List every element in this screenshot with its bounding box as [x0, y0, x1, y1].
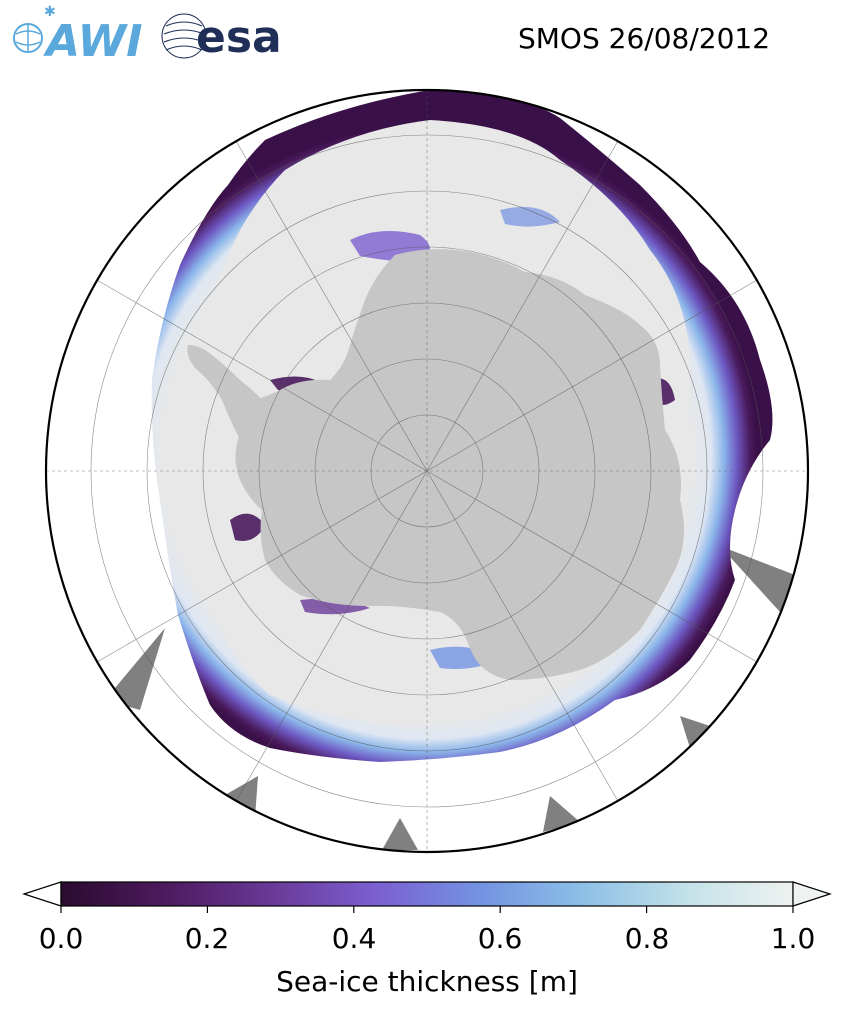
awi-logo-text: AWI [43, 16, 143, 67]
map-title: SMOS 26/08/2012 [518, 22, 771, 55]
antarctic-peninsula [187, 345, 262, 440]
esa-logo: esa [161, 12, 282, 63]
colorbar-extend-high [792, 881, 832, 907]
thin-ice-patch [500, 206, 560, 227]
colorbar-extend-low [22, 881, 62, 907]
antarctica-land [235, 249, 684, 680]
colorbar-tick-label: 0.8 [624, 922, 670, 955]
colorbar-tick-label: 1.0 [770, 922, 816, 955]
sea-ice-map [44, 88, 810, 854]
no-data-wedge [105, 628, 165, 710]
colorbar-tick-label: 0.0 [38, 922, 84, 955]
no-data-wedge [680, 716, 716, 748]
graticule [46, 90, 808, 852]
thin-ice-patch [230, 513, 265, 541]
no-data-wedge [720, 546, 795, 612]
colorbar-gradient [60, 881, 794, 907]
colorbar-tick-label: 0.4 [331, 922, 377, 955]
esa-logo-text: esa [196, 12, 282, 63]
awi-logo: ✱ AWI [13, 4, 143, 67]
svg-text:✱: ✱ [44, 4, 56, 20]
colorbar [22, 881, 832, 913]
colorbar-ticks [60, 906, 794, 913]
map-boundary [44, 88, 810, 854]
colorbar-tick-label: 0.6 [477, 922, 523, 955]
colorbar-tick-label: 0.2 [184, 922, 230, 955]
no-data-wedge [382, 818, 418, 850]
logo-area: ✱ AWI esa [13, 4, 282, 67]
colorbar-label: Sea-ice thickness [m] [276, 965, 578, 998]
